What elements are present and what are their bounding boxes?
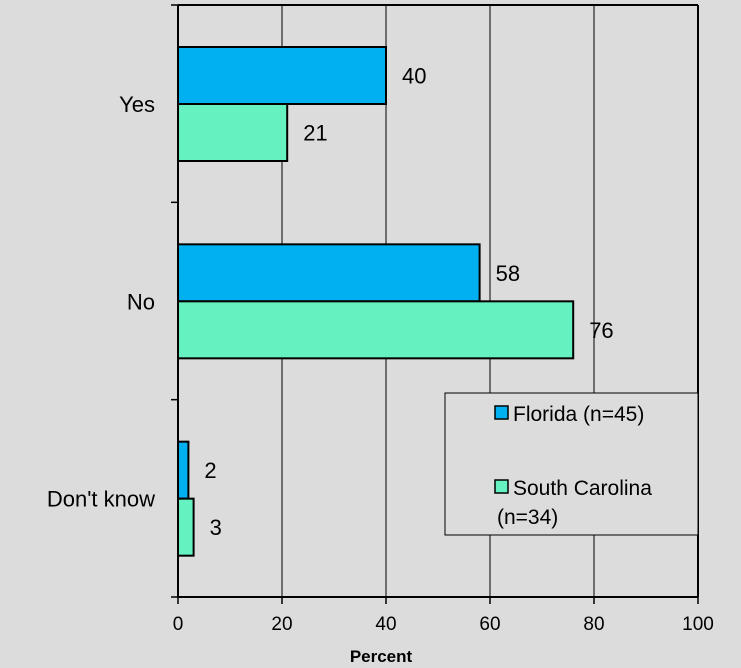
value-label-don-t-know-florida: 2 bbox=[204, 458, 216, 483]
x-tick-label-40: 40 bbox=[375, 614, 396, 635]
value-label-no-south-carolina: 76 bbox=[589, 318, 613, 343]
x-tick-label-20: 20 bbox=[271, 614, 292, 635]
category-label-no: No bbox=[127, 289, 155, 314]
legend-label-florida: Florida (n=45) bbox=[513, 403, 644, 426]
bar-don-t-know-south-carolina bbox=[177, 497, 195, 557]
bar-no-florida bbox=[177, 243, 481, 303]
category-label-yes: Yes bbox=[119, 92, 155, 117]
category-label-don-t-know: Don't know bbox=[47, 487, 155, 512]
bar-don-t-know-florida bbox=[177, 440, 190, 500]
x-tick-label-0: 0 bbox=[173, 614, 184, 635]
legend-swatch-south-carolina bbox=[494, 479, 509, 494]
x-tick-label-100: 100 bbox=[682, 614, 714, 635]
legend-swatch-florida bbox=[494, 405, 509, 420]
x-axis-title: Percent bbox=[350, 647, 413, 666]
value-label-yes-south-carolina: 21 bbox=[303, 121, 327, 146]
bar-yes-south-carolina bbox=[177, 103, 289, 162]
legend-label-south-carolina-n: (n=34) bbox=[497, 506, 558, 529]
labels: 0 20 40 60 80 100 Yes 40 21 No 58 76 Don't know 2 3 bbox=[47, 64, 714, 636]
x-tick-label-80: 80 bbox=[583, 614, 604, 635]
bar-yes-florida bbox=[177, 46, 387, 105]
legend-box bbox=[444, 392, 699, 536]
value-label-yes-florida: 40 bbox=[402, 64, 426, 89]
x-tick-label-60: 60 bbox=[479, 614, 500, 635]
legend-label-south-carolina: South Carolina bbox=[513, 477, 652, 500]
value-label-don-t-know-south-carolina: 3 bbox=[210, 515, 222, 540]
bars bbox=[177, 46, 575, 557]
ticks bbox=[171, 4, 699, 604]
value-label-no-florida: 58 bbox=[496, 261, 520, 286]
legend: Florida (n=45) South Carolina (n=34) bbox=[444, 392, 699, 536]
bar-no-south-carolina bbox=[177, 300, 575, 360]
